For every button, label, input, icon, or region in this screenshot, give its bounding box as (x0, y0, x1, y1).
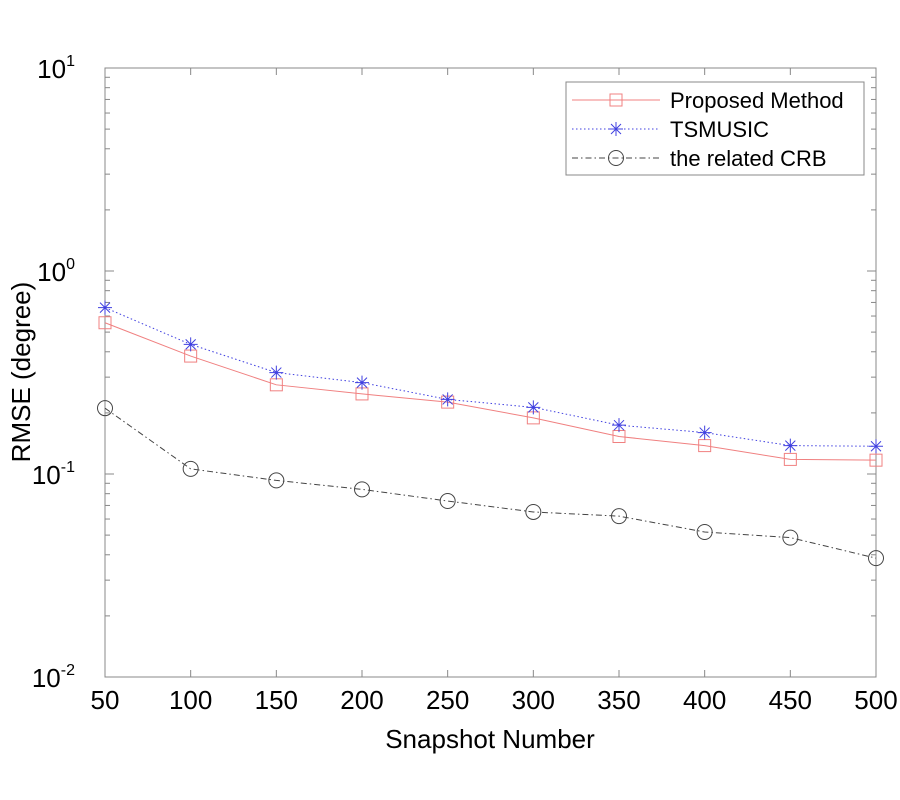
series-line (104, 407, 877, 559)
star-marker (612, 418, 626, 433)
y-tick-label: 10-1 (32, 459, 75, 490)
series-line (104, 322, 877, 461)
star-marker (526, 400, 541, 415)
y-axis-label: RMSE (degree) (6, 282, 36, 463)
x-tick-label: 500 (854, 685, 897, 715)
circle-marker (268, 472, 285, 489)
star-marker (609, 122, 623, 136)
x-tick-label: 200 (340, 685, 383, 715)
star-marker (183, 337, 198, 352)
legend-entry: the related CRB (572, 146, 827, 171)
x-tick-label: 250 (426, 685, 469, 715)
circle-marker (782, 529, 799, 546)
y-tick-label: 10-2 (32, 662, 75, 693)
star-marker (697, 425, 712, 440)
square-marker (98, 316, 112, 330)
series-the-related-crb (97, 400, 884, 567)
square-marker (609, 93, 623, 107)
legend-entry: TSMUSIC (572, 117, 769, 142)
x-axis-label: Snapshot Number (385, 724, 595, 754)
x-tick-label: 150 (255, 685, 298, 715)
legend-entry: Proposed Method (572, 88, 844, 113)
circle-marker (696, 523, 713, 540)
legend-label: the related CRB (670, 146, 827, 171)
y-tick-label: 100 (37, 256, 75, 287)
x-tick-label: 300 (512, 685, 555, 715)
square-marker (869, 453, 883, 467)
y-tick-label: 101 (37, 53, 75, 84)
circle-marker (525, 503, 542, 520)
circle-marker (439, 493, 456, 510)
circle-marker (611, 508, 627, 525)
x-tick-label: 400 (683, 685, 726, 715)
star-marker (355, 375, 369, 390)
x-tick-label: 450 (769, 685, 812, 715)
circle-marker (182, 460, 199, 477)
series-tsmusic (98, 300, 883, 454)
star-marker (269, 365, 284, 380)
star-marker (440, 392, 455, 407)
square-marker (783, 452, 797, 466)
legend-label: Proposed Method (670, 88, 844, 113)
x-tick-label: 50 (91, 685, 120, 715)
square-marker (698, 439, 712, 453)
star-marker (869, 439, 883, 454)
x-tick-label: 350 (597, 685, 640, 715)
x-tick-label: 100 (169, 685, 212, 715)
circle-marker (97, 400, 113, 417)
circle-marker (868, 550, 884, 567)
legend: Proposed Method TSMUSIC the related CRB (565, 81, 865, 176)
star-marker (98, 300, 112, 315)
circle-marker (354, 481, 370, 498)
legend-label: TSMUSIC (670, 117, 769, 142)
circle-marker (608, 150, 624, 166)
star-marker (783, 438, 798, 453)
